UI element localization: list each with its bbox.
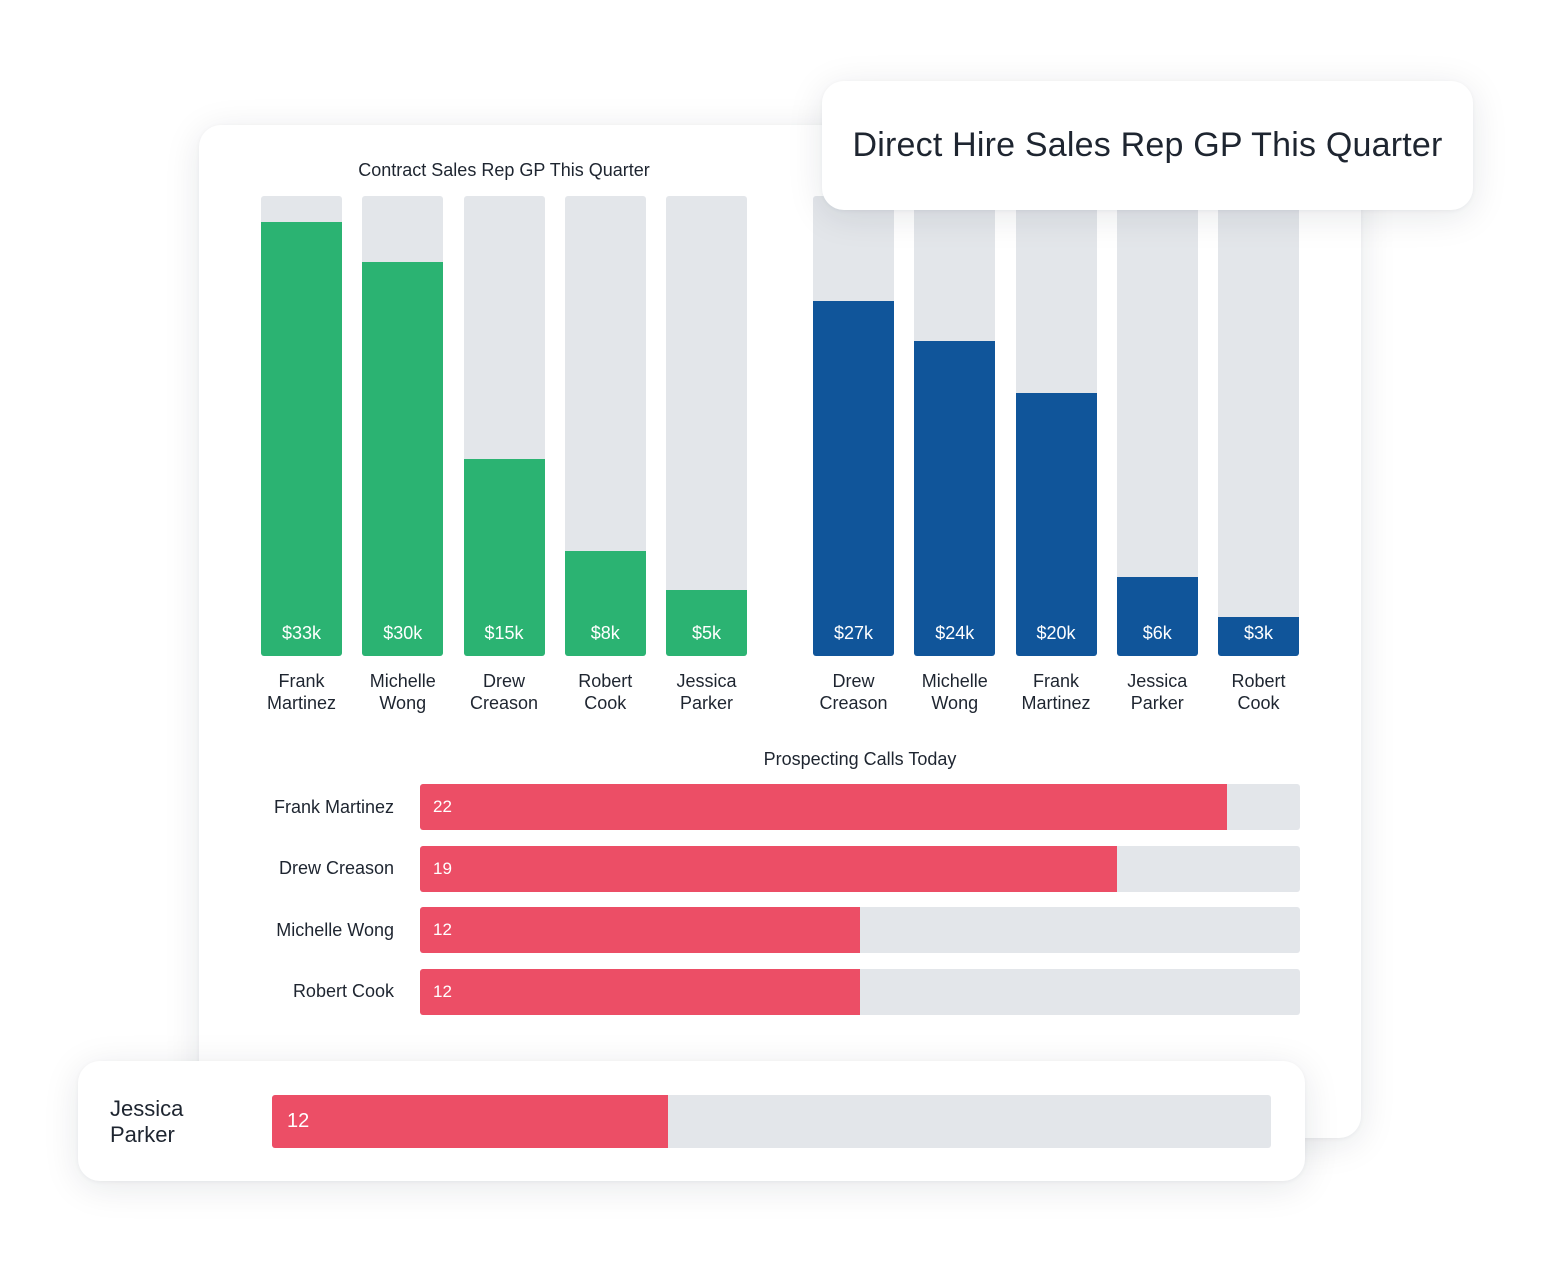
- calls-row: Frank Martinez 22: [240, 784, 1300, 830]
- direct-hire-bar: [1015, 393, 1097, 656]
- contract-bar-track: $33k: [261, 196, 342, 656]
- contract-category-label-line: Robert: [578, 671, 633, 691]
- contract-bar-column: $8k Robert Cook: [564, 196, 646, 713]
- direct-hire-category-label: Drew Creason: [801, 670, 906, 714]
- contract-bar-column: $15k Drew Creason: [463, 196, 545, 713]
- direct-hire-bar: [1218, 616, 1299, 656]
- calls-row-name: Robert Cook: [292, 981, 394, 1001]
- direct-hire-bar: [914, 340, 996, 656]
- calls-bar-track: 19: [420, 845, 1300, 892]
- direct-hire-category-label-line: Robert: [1231, 671, 1286, 691]
- contract-bar-column: $30k Michelle Wong: [362, 196, 444, 713]
- calls-bar-track: 12: [420, 968, 1300, 1015]
- contract-category-label-line: Drew: [482, 671, 525, 691]
- contract-bar-track: $8k: [564, 196, 646, 656]
- contract-bar-column: $5k Jessica Parker: [666, 196, 747, 713]
- contract-bar-value: $15k: [484, 623, 524, 643]
- direct-hire-bar-column: $3k Robert Cook: [1218, 196, 1299, 713]
- direct-hire-bar-column: $6k Jessica Parker: [1116, 196, 1198, 713]
- direct-hire-category-label-line: Michelle: [921, 671, 988, 691]
- direct-hire-bar: [813, 301, 894, 656]
- contract-bar: [564, 550, 646, 656]
- contract-category-label: Drew Creason: [452, 670, 557, 714]
- contract-category-label: Michelle Wong: [350, 670, 455, 714]
- direct-hire-bar-value: $20k: [1036, 623, 1076, 643]
- direct-hire-title-card: Direct Hire Sales Rep GP This Quarter: [822, 81, 1473, 210]
- calls-bar-value: 12: [433, 981, 452, 1001]
- contract-bar-value: $33k: [281, 623, 322, 643]
- direct-hire-category-label-line: Drew: [832, 671, 875, 691]
- direct-hire-bar-track: $20k: [1015, 196, 1097, 656]
- calls-row-name: Michelle Wong: [276, 919, 394, 940]
- calls-row-name: Frank Martinez: [273, 796, 394, 817]
- direct-hire-category-label-line: Wong: [931, 693, 979, 713]
- direct-hire-category-label: Frank Martinez: [1004, 670, 1109, 714]
- direct-hire-category-label-line: Frank: [1032, 671, 1079, 691]
- contract-bar-value: $5k: [691, 623, 722, 643]
- highlighted-call-name: Jessica Parker: [110, 1095, 184, 1147]
- highlighted-call-value: 12: [287, 1110, 310, 1132]
- highlighted-call-bar-track: 12: [272, 1095, 1271, 1148]
- direct-hire-bar-track: $27k: [813, 196, 894, 656]
- calls-bar-value: 12: [433, 920, 452, 939]
- calls-row: Michelle Wong 12: [240, 907, 1300, 953]
- contract-bar-track: $15k: [463, 196, 545, 656]
- direct-hire-category-label-line: Creason: [819, 693, 888, 713]
- calls-row-name: Drew Creason: [278, 858, 394, 878]
- contract-bar-track: $5k: [666, 196, 747, 656]
- contract-category-label: Frank Martinez: [249, 670, 354, 714]
- contract-bar-column: $33k Frank Martinez: [261, 196, 342, 713]
- contract-category-label-line: Parker: [679, 693, 733, 713]
- direct-hire-category-label-line: Cook: [1237, 693, 1280, 713]
- calls-bar-value: 19: [433, 858, 452, 878]
- direct-hire-category-label: Robert Cook: [1206, 670, 1311, 714]
- contract-category-label-line: Wong: [379, 693, 427, 713]
- highlighted-call-bar: [272, 1095, 669, 1148]
- contract-category-label: Robert Cook: [553, 670, 658, 714]
- contract-bar-track: $30k: [362, 196, 444, 656]
- contract-chart-title: Contract Sales Rep GP This Quarter: [358, 160, 650, 180]
- direct-hire-category-label: Michelle Wong: [902, 670, 1007, 714]
- contract-bar-value: $8k: [590, 623, 620, 643]
- direct-hire-category-label-line: Martinez: [1021, 693, 1091, 713]
- direct-hire-bar-value: $6k: [1142, 623, 1172, 643]
- calls-bar: [420, 907, 860, 953]
- direct-hire-bar-column: $24k Michelle Wong: [914, 196, 996, 713]
- direct-hire-bar-track: $3k: [1218, 196, 1299, 656]
- contract-category-label-line: Martinez: [266, 693, 337, 713]
- direct-hire-chart-title: Direct Hire Sales Rep GP This Quarter: [852, 126, 1443, 164]
- direct-hire-bar: [1116, 577, 1198, 656]
- direct-hire-bar-column: $20k Frank Martinez: [1015, 196, 1097, 713]
- calls-bar-track: 22: [420, 784, 1300, 830]
- direct-hire-category-label-line: Parker: [1130, 693, 1184, 713]
- contract-category-label-line: Jessica: [676, 671, 737, 691]
- calls-bar: [420, 784, 1227, 830]
- contract-bar: [463, 458, 545, 656]
- contract-category-label: Jessica Parker: [654, 670, 759, 714]
- calls-bar-track: 12: [420, 907, 1300, 953]
- contract-bar: [261, 222, 342, 656]
- calls-row: Drew Creason 19: [240, 845, 1300, 892]
- direct-hire-bar-value: $27k: [833, 623, 874, 643]
- calls-bar-value: 22: [433, 797, 452, 816]
- direct-hire-bar-track: $6k: [1116, 196, 1198, 656]
- contract-category-label-line: Michelle: [369, 671, 436, 691]
- contract-category-label-line: Frank: [278, 671, 325, 691]
- contract-category-label-line: Cook: [584, 693, 627, 713]
- calls-bar: [420, 845, 1117, 892]
- direct-hire-bar-track: $24k: [914, 196, 996, 656]
- direct-hire-category-label: Jessica Parker: [1105, 670, 1210, 714]
- calls-bar: [420, 968, 860, 1015]
- contract-bar-value: $30k: [383, 623, 423, 643]
- direct-hire-bar-value: $24k: [935, 623, 975, 643]
- direct-hire-category-label-line: Jessica: [1127, 671, 1188, 691]
- calls-row: Robert Cook 12: [240, 968, 1300, 1015]
- contract-bar: [666, 590, 747, 656]
- calls-chart-title: Prospecting Calls Today: [763, 749, 957, 769]
- contract-category-label-line: Creason: [469, 693, 539, 713]
- contract-bar: [362, 261, 444, 656]
- direct-hire-bar-value: $3k: [1243, 623, 1274, 643]
- direct-hire-bar-column: $27k Drew Creason: [813, 196, 894, 713]
